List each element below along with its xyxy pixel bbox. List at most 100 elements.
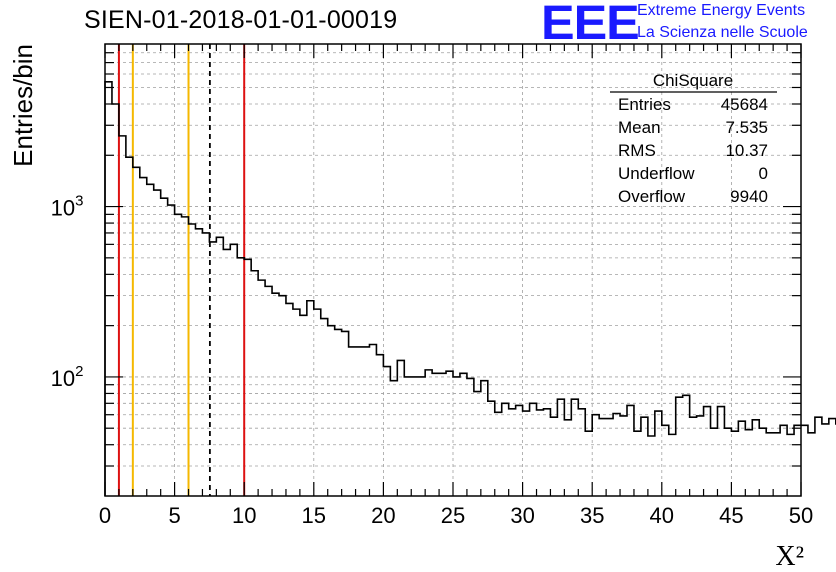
stats-row-underflow-value: 0 [759,164,768,183]
histogram-bin [342,331,349,496]
chart-title: SIEN-01-2018-01-01-00019 [84,6,398,34]
histogram-bin [613,413,620,496]
histogram-bin [168,205,175,496]
histogram-bin [293,309,300,496]
histogram-bin [432,373,439,496]
histogram-bin [564,420,571,496]
stats-box-title: ChiSquare [653,71,733,90]
histogram-bin [502,403,509,496]
x-tick-label: 5 [168,503,180,528]
histogram-bin [425,370,432,496]
histogram-bin [766,433,773,496]
stats-row-mean-label: Mean [618,118,661,137]
histogram-bin [189,224,196,496]
histogram-bin [390,381,397,496]
histogram-bin [537,410,544,496]
histogram-bin [446,371,453,496]
histogram-bin [711,428,718,496]
histogram-bin [467,378,474,496]
histogram-bin [794,425,801,496]
histogram-bin [105,82,112,496]
histogram-bin [606,419,613,496]
stats-row-rms-label: RMS [618,141,656,160]
histogram-bin [557,399,564,496]
histogram-bin [627,405,634,496]
x-tick-label: 20 [371,503,395,528]
y-tick-label: 103 [51,193,84,221]
histogram-bin [717,407,724,496]
histogram-bin [509,409,516,496]
histogram-bin [251,271,258,496]
histogram-bin [683,395,690,496]
histogram-outline [104,80,836,496]
histogram-bin [759,428,766,496]
histogram-bin [592,415,599,496]
histogram-bin [223,249,230,496]
histogram-bin [321,319,328,496]
histogram-bin [161,198,168,496]
histogram-bin [488,401,495,496]
histogram-bin [195,229,202,496]
histogram-bin [286,303,293,496]
histogram-bin [147,184,154,496]
histogram-bin [780,425,787,496]
histogram-bin [140,178,147,496]
stats-row-rms-value: 10.37 [725,141,768,160]
histogram-bin [356,347,363,496]
grid [105,44,801,496]
reference-lines [117,44,246,496]
histogram-bin [815,417,822,496]
histogram-bin [787,434,794,496]
histogram-bin [349,347,356,496]
histogram-bin [655,411,662,496]
stats-row-overflow-value: 9940 [730,187,768,206]
histogram-bin [411,377,418,496]
histogram-bin [383,367,390,496]
histogram-bin [126,157,133,496]
histogram-bin [335,329,342,496]
histogram-bin [154,190,161,496]
histogram-bin [752,420,759,496]
histogram-bin [669,434,676,496]
stats-row-entries-value: 45684 [721,95,768,114]
histogram-bin [578,409,585,496]
histogram-bin [244,259,251,496]
histogram-bin [300,315,307,496]
x-tick-label: 40 [650,503,674,528]
histogram-bin [363,347,370,496]
histogram-bin [745,430,752,496]
histogram-bin [216,237,223,496]
histogram-bin [773,433,780,496]
histogram-bin [314,309,321,496]
x-tick-label: 50 [789,503,813,528]
histogram-bin [376,355,383,496]
histogram-bin [112,104,119,496]
histogram-bin [543,409,550,496]
y-axis-title: Entries/bin [8,44,38,167]
histogram-bin [474,392,481,496]
histogram-bin [182,217,189,496]
histogram-bin [481,381,488,496]
histogram-bars [104,80,836,496]
histogram-bin [439,373,446,496]
histogram-bin [829,419,836,496]
histogram-bin [175,214,182,496]
logo-mark: EEE [541,0,640,50]
histogram-bin [202,233,209,496]
histogram-bin [724,428,731,496]
histogram-bin [731,431,738,496]
histogram-bin [634,431,641,496]
histogram-bin [690,417,697,496]
x-tick-label: 15 [302,503,326,528]
histogram-bin [369,344,376,496]
histogram-bin [738,421,745,496]
histogram-bin [453,377,460,496]
stats-row-overflow-label: Overflow [618,187,686,206]
histogram-bin [585,431,592,496]
stats-row-entries-label: Entries [618,95,671,114]
x-tick-label: 45 [719,503,743,528]
histogram-bin [516,405,523,496]
histogram-bin [808,433,815,496]
x-axis-title: X² [775,541,804,572]
